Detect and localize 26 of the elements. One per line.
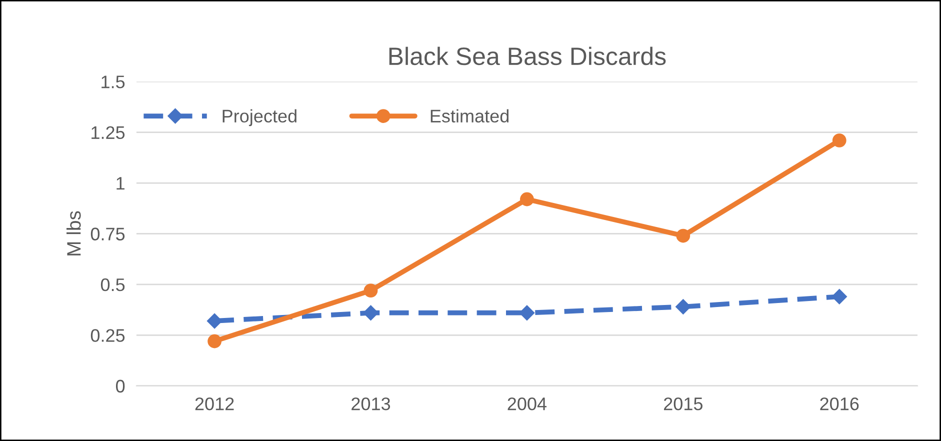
point xyxy=(832,133,846,148)
legend-label: Estimated xyxy=(430,109,508,123)
point xyxy=(519,305,535,320)
y-tick-label: 1.25 xyxy=(92,126,125,140)
y-tick-label: 1 xyxy=(116,177,124,190)
y-tick-label: 0.25 xyxy=(90,329,125,342)
y-axis-title: M lbs xyxy=(66,211,81,256)
legend-label: Projected xyxy=(222,109,296,126)
y-tick-label: 0 xyxy=(116,380,125,393)
y-tick-label: 1.5 xyxy=(102,76,125,88)
x-tick-label: 2015 xyxy=(664,397,702,410)
chart-title: Black Sea Bass Discards xyxy=(389,46,666,66)
x-tick-label: 2012 xyxy=(195,397,234,410)
point xyxy=(520,192,534,206)
point xyxy=(676,299,691,314)
x-tick-label: 2016 xyxy=(820,397,859,410)
point xyxy=(363,305,378,320)
point xyxy=(364,284,378,298)
y-tick-label: 0.75 xyxy=(90,228,125,240)
point xyxy=(206,313,222,329)
x-tick-label: 2013 xyxy=(352,397,390,410)
x-tick-label: 2004 xyxy=(508,397,547,410)
point xyxy=(832,289,847,304)
point xyxy=(676,228,690,243)
point xyxy=(208,334,222,348)
y-tick-label: 0.5 xyxy=(100,278,125,292)
